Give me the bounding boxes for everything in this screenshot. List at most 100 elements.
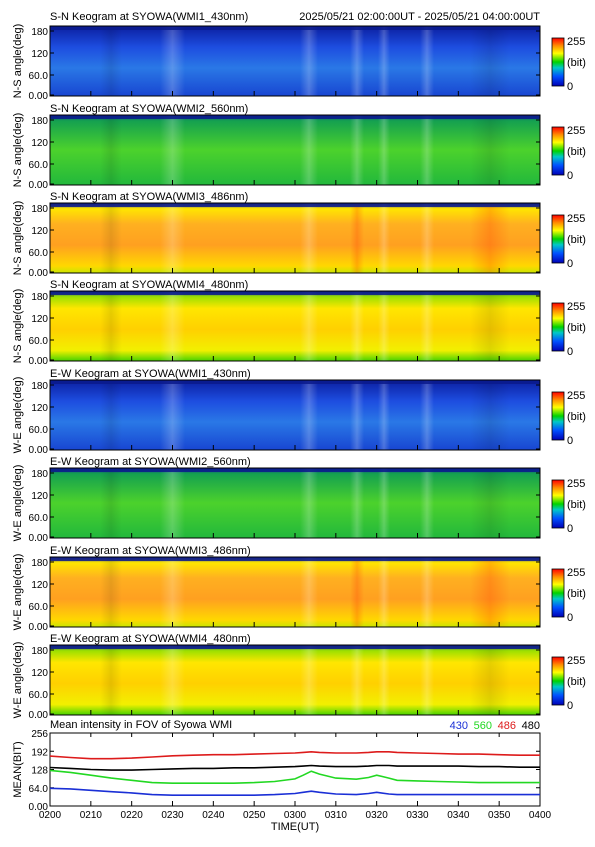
keogram-panel: S-N Keogram at SYOWA(WMI3_486nm)180 120 60… [12,191,586,279]
colorbar-unit-label: (bit) [567,411,586,423]
keogram-band [378,468,390,538]
x-tick-label: 0250 [243,810,266,821]
y-tick-label: 120 [31,314,48,325]
y-tick-label: 0.00 [29,710,49,721]
y-tick-label: 0.00 [29,356,49,367]
colorbar [551,656,565,706]
keogram-band [160,557,185,627]
keogram-image [50,203,540,273]
colorbar-min-label: 0 [567,612,573,624]
series-line-480 [49,764,540,771]
y-tick-label: 192 [31,747,48,758]
y-tick-label: 0.00 [29,445,49,456]
keogram-band [160,468,185,538]
keogram-band [420,115,434,185]
colorbar [551,568,565,618]
x-tick-label: 0340 [447,810,470,821]
colorbar-unit-label: (bit) [567,322,586,334]
y-tick-label: 120 [31,226,48,237]
colorbar-max-label: 255 [567,390,585,402]
keogram-image [50,115,540,185]
keogram-band [420,26,434,96]
keogram-band [100,291,122,361]
y-tick-label: 180 [31,27,48,38]
y-tick-label: 0.00 [29,180,49,191]
keogram-edge [50,380,540,384]
y-tick-label: 64.0 [29,784,49,795]
colorbar-unit-label: (bit) [567,588,586,600]
colorbar [551,214,565,264]
keogram-panel: S-N Keogram at SYOWA(WMI4_480nm)180 120 60… [12,279,586,367]
keogram-band [300,291,318,361]
y-tick-label: 180 [31,116,48,127]
keogram-band [420,468,434,538]
keogram-band [378,115,390,185]
series-line-430 [49,787,540,797]
keogram-image [50,645,540,715]
keogram-edge [50,557,540,561]
keogram-band [300,645,318,715]
y-axis-label: W-E angle(deg) [12,377,24,454]
keogram-panel: E-W Keogram at SYOWA(WMI2_560nm)180 120 60… [12,456,586,544]
colorbar-min-label: 0 [567,346,573,358]
keogram-band [160,380,185,450]
keogram-image [50,291,540,361]
keogram-band [350,291,364,361]
keogram-band [420,291,434,361]
panel-title: E-W Keogram at SYOWA(WMI1_430nm) [50,368,251,380]
legend-entry: 486 [498,720,516,732]
y-axis-label: N-S angle(deg) [12,113,24,188]
keogram-band [378,203,390,273]
legend-entry: 560 [474,720,492,732]
colorbar [551,391,565,441]
keogram-edge [50,26,540,30]
x-tick-label: 0300 [284,810,307,821]
y-axis-label: W-E angle(deg) [12,554,24,631]
keogram-band [160,203,185,273]
keogram-band [300,115,318,185]
colorbar-unit-label: (bit) [567,499,586,511]
keogram-band [350,26,364,96]
keogram-band [378,291,390,361]
keogram-band [420,645,434,715]
keogram-band [100,380,122,450]
keogram-band [100,468,122,538]
keogram-band [470,645,510,715]
x-tick-label: 0350 [488,810,511,821]
keogram-band [470,468,510,538]
x-tick-label: 0400 [529,810,552,821]
x-tick-label: 0320 [366,810,389,821]
keogram-edge [50,291,540,295]
y-tick-label: 60.0 [29,425,49,436]
colorbar-max-label: 255 [567,125,585,137]
keogram-band [350,645,364,715]
keogram-band [378,26,390,96]
page-title: S-N Keogram at SYOWA(WMI1_430nm) [50,11,248,23]
keogram-band [350,557,364,627]
colorbar-min-label: 0 [567,81,573,93]
keogram-band [470,291,510,361]
y-tick-label: 60.0 [29,690,49,701]
y-tick-label: 60.0 [29,602,49,613]
keogram-band [350,468,364,538]
colorbar-unit-label: (bit) [567,676,586,688]
keogram-band [420,557,434,627]
x-tick-label: 0210 [80,810,103,821]
keogram-image [50,380,540,450]
keogram-band [378,380,390,450]
panel-title: S-N Keogram at SYOWA(WMI3_486nm) [50,191,248,203]
panel-title: S-N Keogram at SYOWA(WMI4_480nm) [50,279,248,291]
colorbar-min-label: 0 [567,258,573,270]
y-tick-label: 0.00 [29,622,49,633]
panel-title: S-N Keogram at SYOWA(WMI2_560nm) [50,103,248,115]
keogram-panel: E-W Keogram at SYOWA(WMI3_486nm)180 120 60… [12,545,586,633]
keogram-edge [50,115,540,119]
x-tick-label: 0330 [406,810,429,821]
keogram-band [160,26,185,96]
keogram-panel: E-W Keogram at SYOWA(WMI4_480nm)180 120 60… [12,633,586,721]
keogram-edge [50,468,540,472]
keogram-band [100,645,122,715]
keogram-band [470,380,510,450]
colorbar-unit-label: (bit) [567,234,586,246]
